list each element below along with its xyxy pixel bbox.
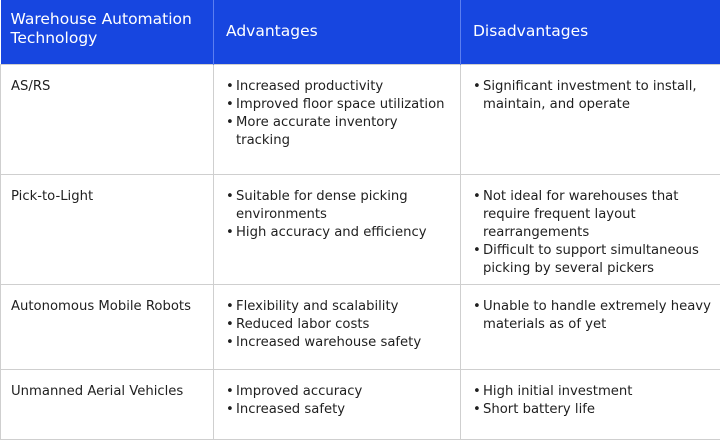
advantages-cell: Improved accuracy Increased safety: [214, 369, 461, 439]
disadvantages-cell: Unable to handle extremely heavy materia…: [461, 284, 720, 369]
list-item: Flexibility and scalability: [226, 298, 454, 316]
disadvantages-cell: Significant investment to install, maint…: [461, 64, 720, 174]
advantages-cell: Suitable for dense picking environments …: [214, 174, 461, 284]
header-technology: Warehouse Automation Technology: [1, 0, 214, 64]
technology-cell: Autonomous Mobile Robots: [1, 284, 214, 369]
list-item: Improved floor space utilization: [226, 96, 454, 114]
disadvantages-list: High initial investment Short battery li…: [473, 383, 714, 419]
list-item: Significant investment to install, maint…: [473, 78, 714, 114]
table-row: Autonomous Mobile Robots Flexibility and…: [1, 284, 720, 369]
list-item: Increased productivity: [226, 78, 454, 96]
header-disadvantages: Disadvantages: [461, 0, 720, 64]
technology-cell: Unmanned Aerial Vehicles: [1, 369, 214, 439]
list-item: Reduced labor costs: [226, 316, 454, 334]
list-item: Short battery life: [473, 401, 714, 419]
header-row: Warehouse Automation Technology Advantag…: [1, 0, 720, 64]
list-item: Not ideal for warehouses that require fr…: [473, 188, 714, 242]
list-item: Unable to handle extremely heavy materia…: [473, 298, 714, 334]
disadvantages-cell: High initial investment Short battery li…: [461, 369, 720, 439]
list-item: Improved accuracy: [226, 383, 454, 401]
technology-cell: AS/RS: [1, 64, 214, 174]
advantages-list: Increased productivity Improved floor sp…: [226, 78, 454, 150]
disadvantages-list: Not ideal for warehouses that require fr…: [473, 188, 714, 278]
list-item: More accurate inventory tracking: [226, 114, 454, 150]
advantages-list: Flexibility and scalability Reduced labo…: [226, 298, 454, 352]
disadvantages-cell: Not ideal for warehouses that require fr…: [461, 174, 720, 284]
list-item: Increased warehouse safety: [226, 334, 454, 352]
list-item: Suitable for dense picking environments: [226, 188, 454, 224]
list-item: Difficult to support simultaneous pickin…: [473, 242, 714, 278]
header-advantages: Advantages: [214, 0, 461, 64]
advantages-cell: Flexibility and scalability Reduced labo…: [214, 284, 461, 369]
list-item: High initial investment: [473, 383, 714, 401]
table-row: Unmanned Aerial Vehicles Improved accura…: [1, 369, 720, 439]
list-item: High accuracy and efficiency: [226, 224, 454, 242]
table-row: Pick-to-Light Suitable for dense picking…: [1, 174, 720, 284]
technology-cell: Pick-to-Light: [1, 174, 214, 284]
disadvantages-list: Significant investment to install, maint…: [473, 78, 714, 114]
advantages-list: Improved accuracy Increased safety: [226, 383, 454, 419]
table-row: AS/RS Increased productivity Improved fl…: [1, 64, 720, 174]
advantages-cell: Increased productivity Improved floor sp…: [214, 64, 461, 174]
advantages-list: Suitable for dense picking environments …: [226, 188, 454, 242]
list-item: Increased safety: [226, 401, 454, 419]
disadvantages-list: Unable to handle extremely heavy materia…: [473, 298, 714, 334]
